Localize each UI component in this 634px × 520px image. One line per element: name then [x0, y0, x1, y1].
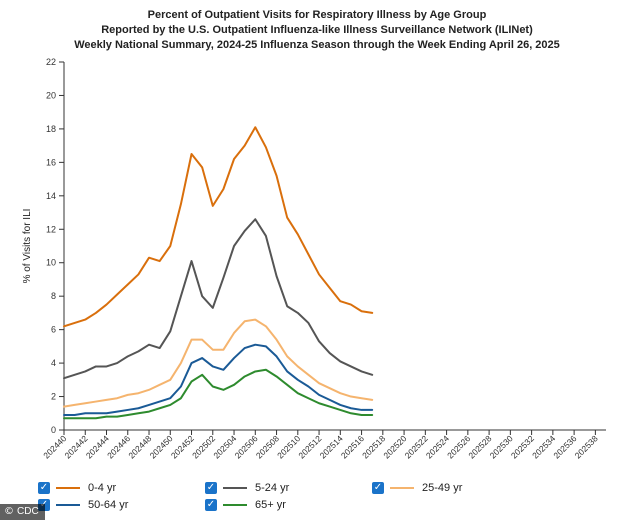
legend-label: 0-4 yr [88, 482, 117, 494]
series-line-5-24-yr [63, 218, 374, 380]
y-tick-label: 22 [46, 57, 56, 67]
y-tick-label: 2 [51, 392, 56, 402]
legend-label: 50-64 yr [88, 499, 129, 511]
image-credit: © CDC [0, 504, 45, 520]
line-chart: 0 2 4 6 8 10 12 14 16 18 20 22 % of Visits for ILI 20… [22, 57, 606, 460]
series-line-0-4-yr [63, 126, 374, 328]
y-tick-label: 10 [46, 258, 56, 268]
x-tick-label: 202538 [573, 433, 600, 460]
checkbox-checked-icon[interactable]: ✓ [372, 482, 384, 494]
legend-item-0-4-yr[interactable]: ✓ 0-4 yr [38, 480, 116, 496]
y-tick-label: 12 [46, 224, 56, 234]
y-tick-label: 16 [46, 157, 56, 167]
legend-swatch-50-64-yr [56, 504, 80, 506]
legend-item-25-49-yr[interactable]: ✓ 25-49 yr [372, 480, 462, 496]
checkbox-checked-icon[interactable]: ✓ [205, 499, 217, 511]
y-tick-label: 14 [46, 191, 56, 201]
legend-swatch-25-49-yr [390, 487, 414, 489]
legend-item-50-64-yr[interactable]: ✓ 50-64 yr [38, 497, 128, 513]
chart-title-line-3: Weekly National Summary, 2024-25 Influen… [74, 39, 560, 51]
legend-item-65-plus-yr[interactable]: ✓ 65+ yr [205, 497, 286, 513]
chart-title-line-1: Percent of Outpatient Visits for Respira… [147, 9, 487, 21]
series-line-25-49-yr [63, 318, 374, 408]
legend: ✓ 0-4 yr ✓ 5-24 yr ✓ 25-49 yr ✓ 50-64 yr… [0, 478, 634, 512]
legend-label: 25-49 yr [422, 482, 463, 494]
chart-title: Percent of Outpatient Visits for Respira… [0, 8, 634, 53]
y-tick-label: 18 [46, 124, 56, 134]
legend-swatch-65-plus-yr [223, 504, 247, 506]
y-tick-label: 6 [51, 325, 56, 335]
y-axis-label: % of Visits for ILI [22, 209, 33, 284]
y-tick-label: 0 [51, 425, 56, 435]
copyright-icon: © [4, 506, 14, 517]
y-tick-label: 8 [51, 291, 56, 301]
legend-swatch-5-24-yr [223, 487, 247, 489]
y-tick-label: 20 [46, 90, 56, 100]
y-tick-label: 4 [51, 358, 56, 368]
chart-title-line-2: Reported by the U.S. Outpatient Influenz… [101, 24, 533, 36]
legend-label: 65+ yr [255, 499, 286, 511]
legend-swatch-0-4-yr [56, 487, 80, 489]
series-line-65plus-yr [63, 368, 374, 420]
legend-item-5-24-yr[interactable]: ✓ 5-24 yr [205, 480, 289, 496]
credit-label: CDC [17, 506, 39, 517]
checkbox-checked-icon[interactable]: ✓ [38, 482, 50, 494]
checkbox-checked-icon[interactable]: ✓ [205, 482, 217, 494]
series-line-50-64-yr [63, 343, 374, 416]
legend-label: 5-24 yr [255, 482, 290, 494]
